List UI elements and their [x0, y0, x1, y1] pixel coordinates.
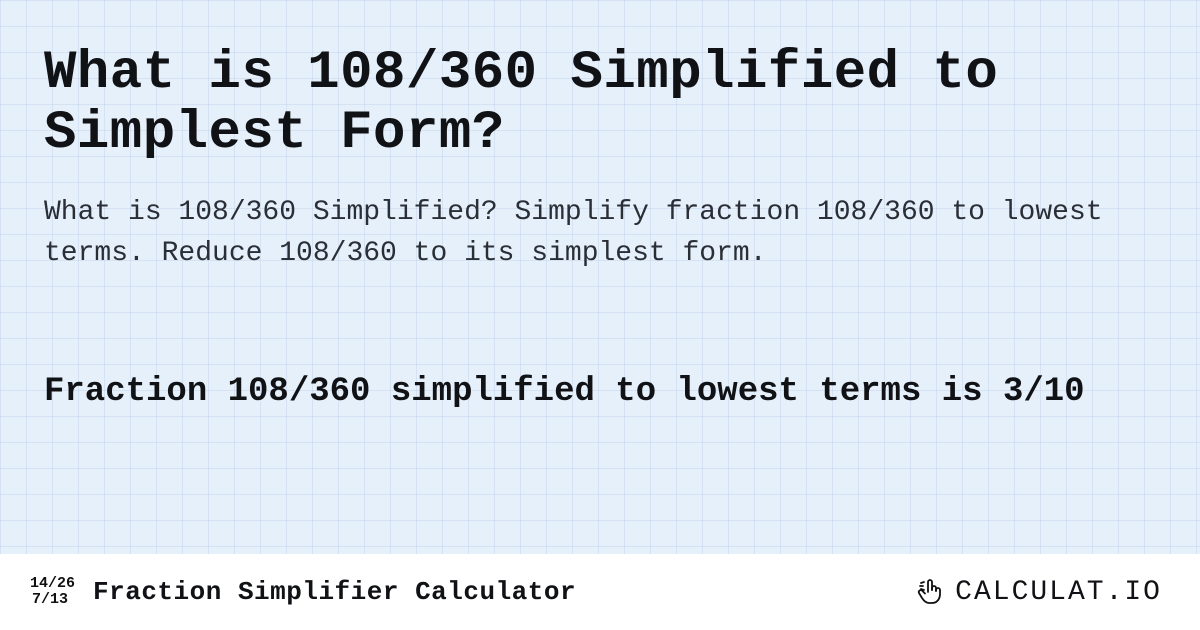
brand-text: CALCULAT.IO: [955, 577, 1162, 608]
answer-text: Fraction 108/360 simplified to lowest te…: [44, 370, 1156, 416]
main-content: What is 108/360 Simplified to Simplest F…: [0, 0, 1200, 416]
fraction-icon: 14/26 7/13: [30, 576, 75, 609]
page-description: What is 108/360 Simplified? Simplify fra…: [44, 193, 1156, 274]
hand-pointing-icon: [915, 576, 947, 608]
fraction-icon-top: 14/26: [30, 576, 75, 593]
footer-left-group: 14/26 7/13 Fraction Simplifier Calculato…: [30, 576, 576, 609]
footer-title: Fraction Simplifier Calculator: [93, 577, 576, 607]
page-title: What is 108/360 Simplified to Simplest F…: [44, 44, 1156, 165]
fraction-icon-bottom: 7/13: [30, 592, 68, 609]
brand-logo: CALCULAT.IO: [915, 576, 1162, 608]
footer-bar: 14/26 7/13 Fraction Simplifier Calculato…: [0, 554, 1200, 630]
